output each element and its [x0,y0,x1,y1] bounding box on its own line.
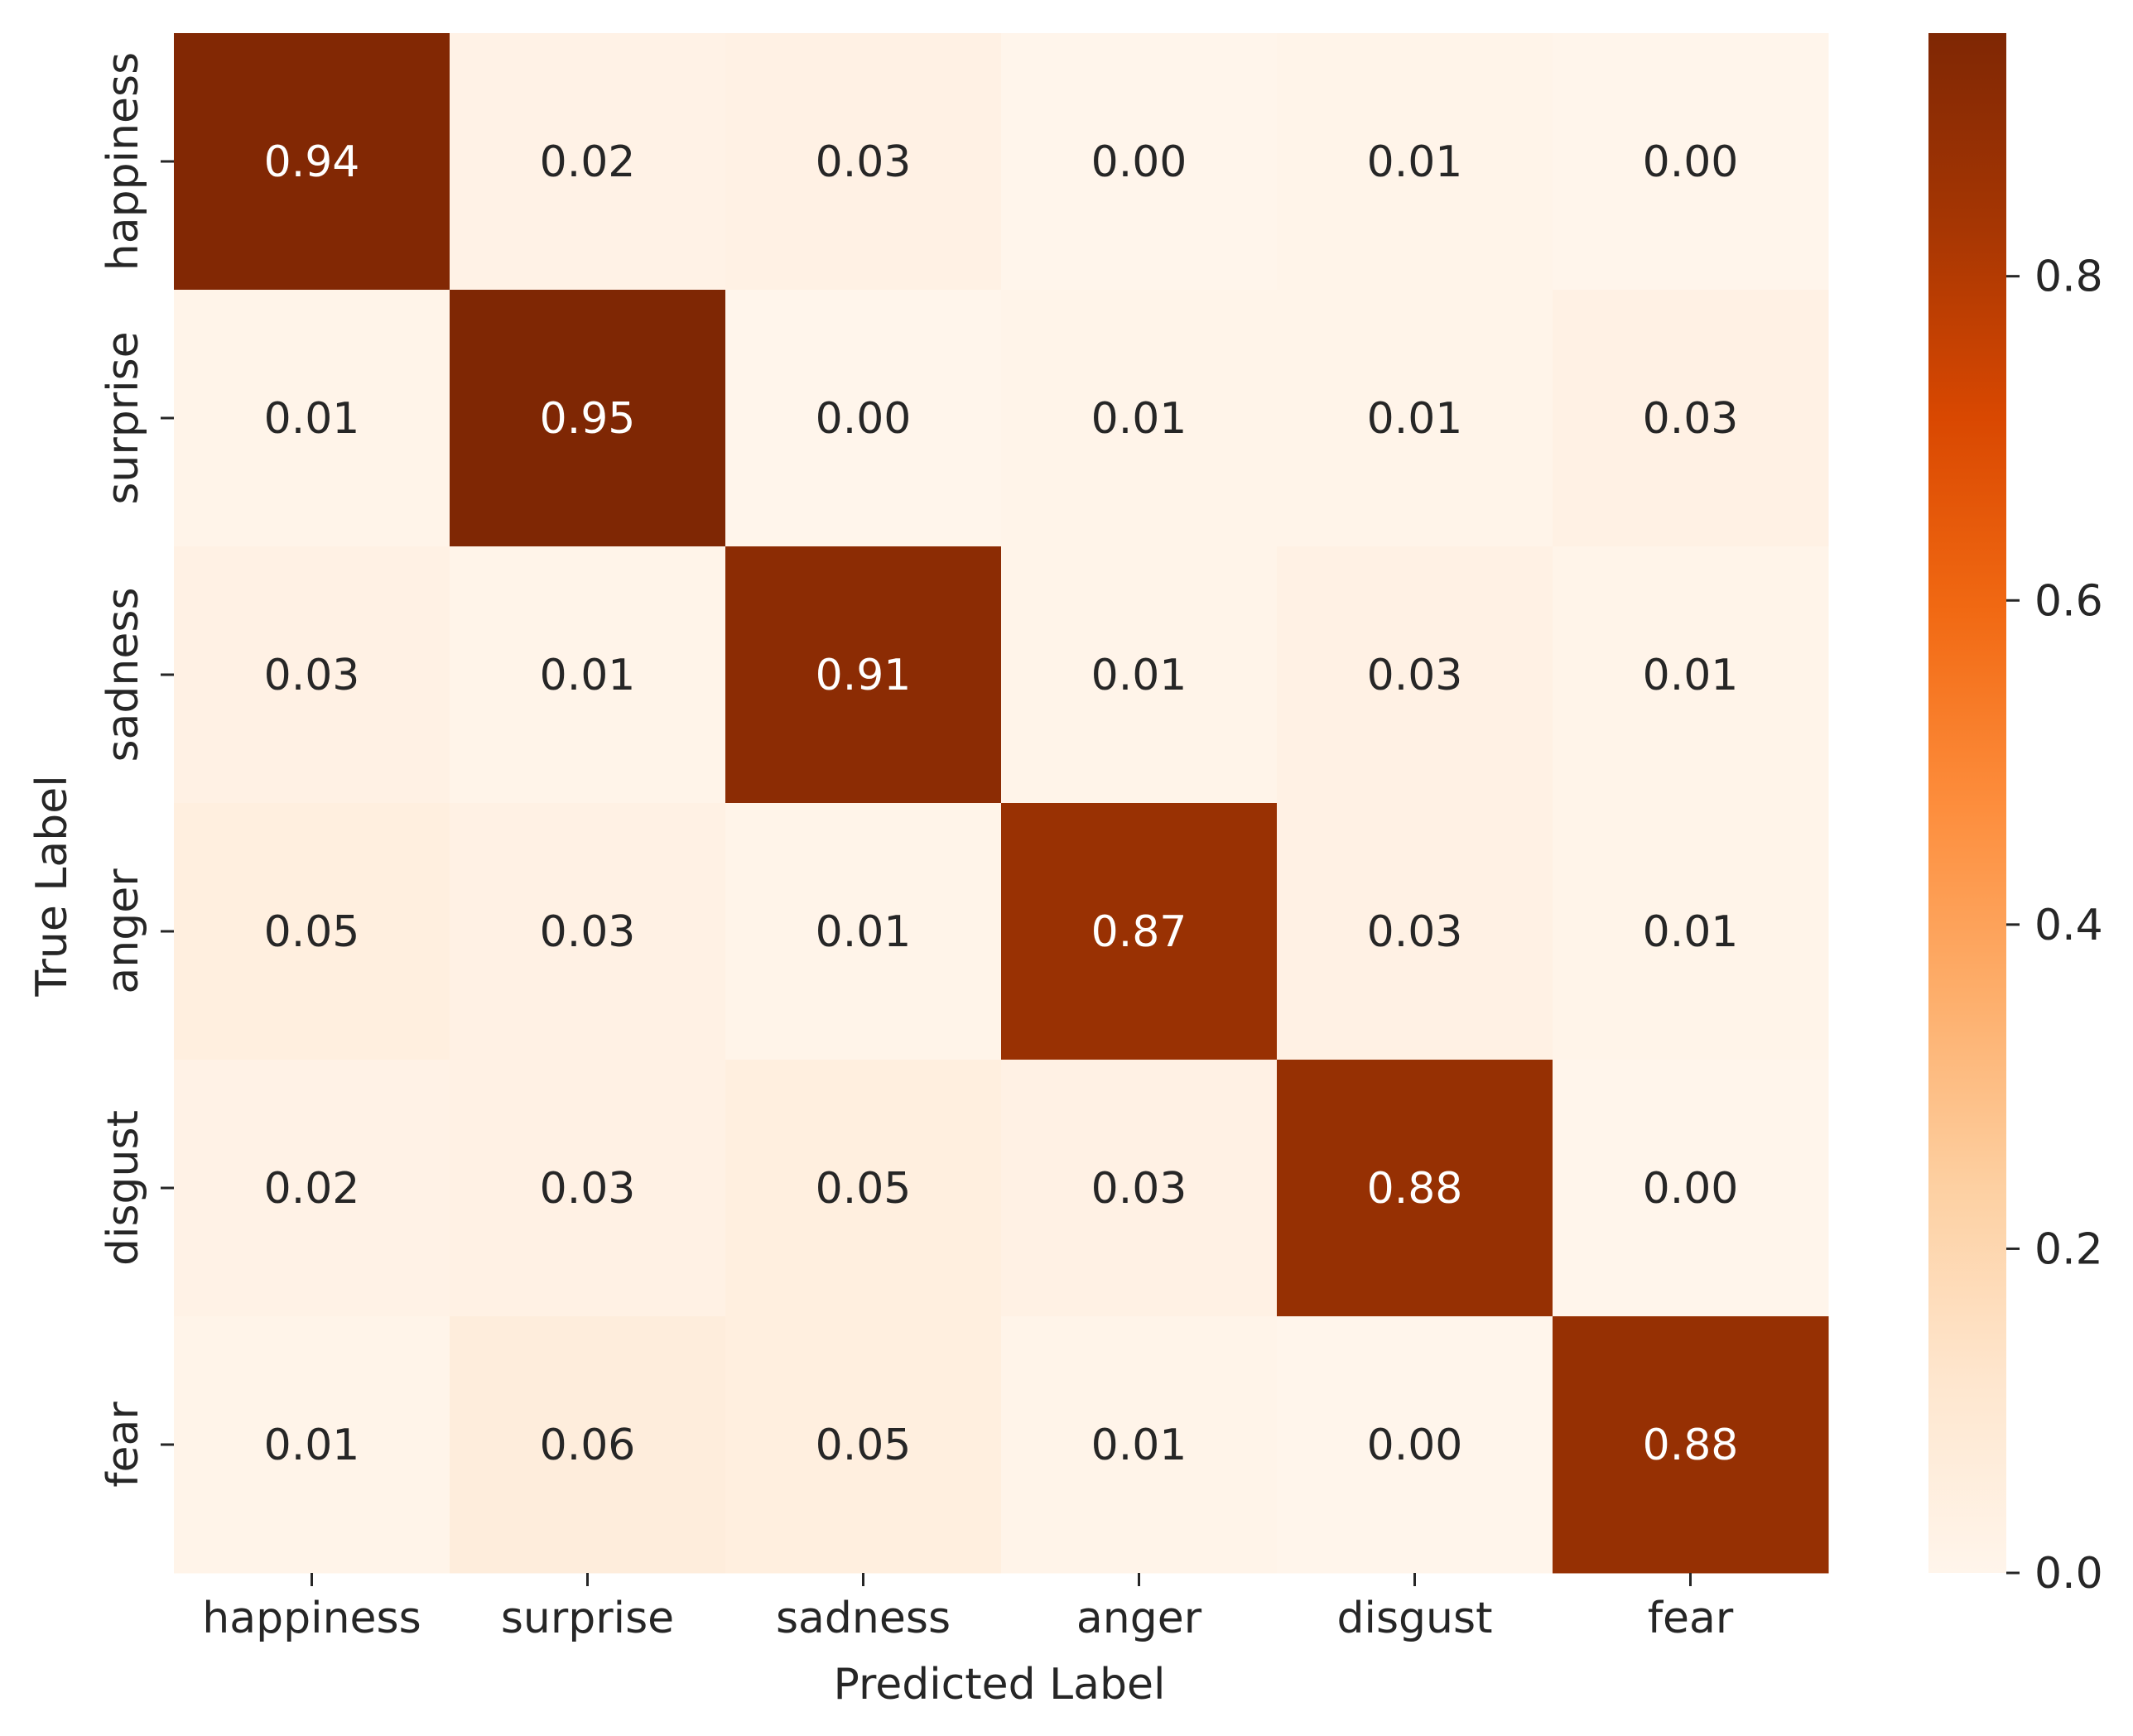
heatmap-cell [450,803,726,1060]
cell-value-label: 0.00 [816,394,912,444]
x-tick-label: happiness [202,1594,421,1643]
cell-value-label: 0.01 [1091,651,1187,700]
x-tick-label: surprise [501,1594,674,1643]
cell-value-label: 0.03 [1643,394,1739,444]
cell-value-label: 0.95 [540,394,636,444]
cell-value-label: 0.00 [1643,1164,1739,1214]
y-tick-label: surprise [99,331,148,504]
x-tick-label: anger [1076,1594,1202,1643]
heatmap-cell [1553,546,1829,804]
heatmap-cell [174,803,450,1060]
cell-value-label: 0.88 [1643,1421,1739,1470]
heatmap-cell [450,290,726,547]
cell-value-label: 0.01 [540,651,636,700]
cell-value-label: 0.01 [816,907,912,957]
cell-value-label: 0.01 [1643,651,1739,700]
colorbar-tick-label: 0.2 [2034,1224,2103,1274]
colorbar-ticks: 0.0 0.2 0.4 0.6 0.8 [2006,252,2103,1599]
heatmap-cell [725,33,1002,291]
x-axis-label: Predicted Label [834,1660,1166,1710]
y-tick-label: anger [99,868,148,994]
heatmap-cell [174,1316,450,1574]
heatmap-cell [1001,1316,1278,1574]
heatmap-cell [450,33,726,291]
cell-value-label: 0.03 [264,651,360,700]
cell-value-label: 0.01 [264,1421,360,1470]
cell-value-label: 0.00 [1091,137,1187,187]
heatmap-cell [1277,33,1553,291]
heatmap-cell [1553,33,1829,291]
colorbar-tick-label: 0.8 [2034,252,2103,302]
x-tick-label: disgust [1337,1594,1493,1643]
heatmap-cell [725,1060,1002,1317]
heatmap-cell [1553,290,1829,547]
y-tick-label: happiness [99,52,148,271]
cell-value-label: 0.01 [1367,137,1463,187]
y-tick-label: fear [99,1402,148,1488]
heatmap-cell [450,1060,726,1317]
cell-value-label: 0.05 [264,907,360,957]
heatmap-cell [174,33,450,291]
y-tick-label: sadness [99,587,148,762]
cell-value-label: 0.03 [540,907,636,957]
heatmap-cell [1277,803,1553,1060]
cell-value-label: 0.02 [264,1164,360,1214]
heatmap-cell [725,803,1002,1060]
cell-value-label: 0.03 [1091,1164,1187,1214]
heatmap-cell [174,546,450,804]
heatmap-cell [1277,546,1553,804]
x-tick-label: sadness [776,1594,951,1643]
cell-value-label: 0.05 [816,1164,912,1214]
heatmap-cell [1001,546,1278,804]
cell-value-label: 0.01 [1367,394,1463,444]
heatmap-cell [1553,1316,1829,1574]
heatmap-cell [1277,1060,1553,1317]
colorbar-tick-label: 0.4 [2034,901,2103,950]
heatmap-cell [725,546,1002,804]
cell-value-label: 0.06 [540,1421,636,1470]
cell-value-label: 0.01 [264,394,360,444]
heatmap-cell [1001,803,1278,1060]
cell-value-label: 0.05 [816,1421,912,1470]
cell-value-label: 0.00 [1643,137,1739,187]
colorbar-tick-label: 0.0 [2034,1549,2103,1599]
cell-value-label: 0.03 [816,137,912,187]
cell-value-label: 0.87 [1091,907,1187,957]
heatmap-cell [1001,290,1278,547]
x-axis-ticks: happiness surprise sadness anger disgust fear [202,1573,1734,1643]
heatmap-cell [1277,290,1553,547]
cell-value-label: 0.01 [1091,1421,1187,1470]
cell-value-label: 0.94 [264,137,360,187]
cell-value-label: 0.03 [1367,907,1463,957]
heatmap-cell-labels: 0.94 0.02 0.03 0.00 0.01 0.00 0.01 0.95 0.00 0.01… [264,137,1739,1470]
heatmap-cell [725,1316,1002,1574]
cell-value-label: 0.88 [1367,1164,1463,1214]
heatmap-cells [174,33,1829,1574]
heatmap-cell [1001,1060,1278,1317]
heatmap-cell [1553,1060,1829,1317]
y-axis-ticks: happiness surprise sadness anger disgust fear [99,52,174,1488]
heatmap-cell [1277,1316,1553,1574]
heatmap-cell [174,290,450,547]
x-tick-label: fear [1648,1594,1734,1643]
colorbar-tick-label: 0.6 [2034,576,2103,626]
heatmap-cell [450,1316,726,1574]
heatmap-cell [450,546,726,804]
colorbar [1928,33,2006,1573]
heatmap-cell [1553,803,1829,1060]
cell-value-label: 0.00 [1367,1421,1463,1470]
heatmap-cell [1001,33,1278,291]
y-tick-label: disgust [99,1110,148,1266]
cell-value-label: 0.01 [1091,394,1187,444]
cell-value-label: 0.03 [540,1164,636,1214]
cell-value-label: 0.91 [816,651,912,700]
y-axis-label: True Label [27,775,77,997]
heatmap-cell [174,1060,450,1317]
cell-value-label: 0.01 [1643,907,1739,957]
heatmap-cell [725,290,1002,547]
cell-value-label: 0.03 [1367,651,1463,700]
cell-value-label: 0.02 [540,137,636,187]
